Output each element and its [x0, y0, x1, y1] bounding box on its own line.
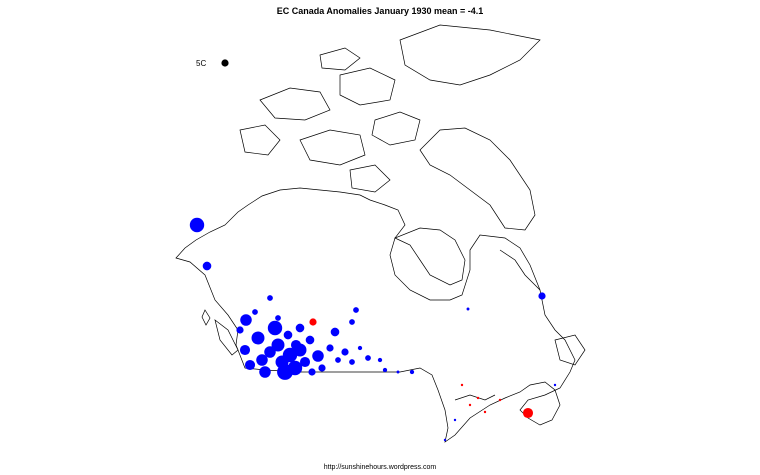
station-marker — [244, 359, 256, 371]
station-marker — [466, 307, 470, 311]
legend-dot — [221, 59, 229, 67]
hudson-bay-shore — [394, 227, 466, 286]
station-marker — [460, 383, 464, 387]
station-marker — [377, 357, 383, 363]
station-marker — [468, 403, 472, 407]
station-marker — [240, 314, 252, 326]
station-marker — [553, 383, 557, 387]
station-marker — [189, 217, 205, 233]
arctic-island-4 — [371, 111, 421, 146]
legend — [221, 59, 229, 67]
station-marker — [483, 410, 487, 414]
queen-charlotte-island — [201, 309, 211, 326]
baffin-island — [419, 127, 536, 231]
station-marker — [349, 359, 355, 365]
station-marker — [267, 295, 273, 301]
station-marker — [335, 357, 341, 363]
station-marker — [259, 366, 271, 378]
station-marker — [330, 327, 340, 337]
vancouver-island — [214, 319, 239, 356]
station-marker — [202, 261, 212, 271]
station-marker — [318, 364, 326, 372]
station-marker — [252, 309, 258, 315]
station-marker — [277, 364, 293, 380]
station-marker — [264, 346, 276, 358]
station-marker — [443, 438, 447, 442]
station-marker — [256, 354, 268, 366]
arctic-island-6 — [349, 164, 391, 193]
station-marker — [251, 331, 265, 345]
station-markers — [189, 217, 557, 442]
footer-credit: http://sunshinehours.wordpress.com — [323, 464, 437, 471]
ellesmere-island — [399, 24, 541, 86]
station-marker — [522, 407, 534, 419]
station-marker — [283, 330, 293, 340]
newfoundland — [554, 334, 586, 366]
station-marker — [290, 339, 302, 351]
station-marker — [357, 345, 363, 351]
map-title: EC Canada Anomalies January 1930 mean = … — [276, 6, 484, 16]
arctic-island-5 — [239, 124, 281, 156]
station-marker — [267, 320, 283, 336]
station-marker — [498, 398, 502, 402]
great-lakes-shore — [454, 394, 496, 401]
legend-label: 5C — [196, 59, 207, 68]
labrador-coast — [499, 249, 541, 291]
station-marker — [312, 350, 324, 362]
station-marker — [239, 344, 251, 356]
mainland-outline — [175, 187, 576, 443]
arctic-island-3 — [299, 129, 366, 166]
arctic-island-7 — [319, 47, 361, 71]
station-marker — [341, 348, 349, 356]
canada-outline — [175, 24, 586, 443]
station-marker — [308, 368, 316, 376]
station-marker — [309, 318, 317, 326]
station-marker — [453, 418, 457, 422]
station-marker — [305, 335, 315, 345]
station-marker — [476, 396, 480, 400]
arctic-island-2 — [339, 67, 396, 106]
station-marker — [396, 370, 400, 374]
station-marker — [299, 356, 311, 368]
station-marker — [271, 338, 285, 352]
station-marker — [353, 307, 359, 313]
station-marker — [349, 319, 355, 325]
station-marker — [295, 323, 305, 333]
station-marker — [275, 315, 281, 321]
station-marker — [326, 344, 334, 352]
station-marker — [538, 292, 546, 300]
station-marker — [409, 369, 415, 375]
arctic-island-1 — [259, 87, 331, 121]
station-marker — [365, 355, 371, 361]
station-marker — [236, 326, 244, 334]
station-marker — [382, 367, 388, 373]
